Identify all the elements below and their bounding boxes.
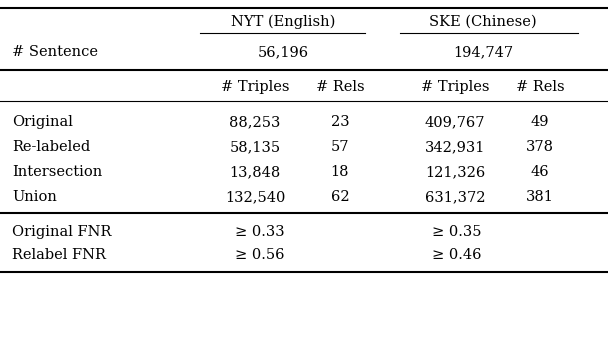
Text: 58,135: 58,135 [229,140,280,154]
Text: 18: 18 [331,165,349,179]
Text: 381: 381 [526,190,554,204]
Text: # Triples: # Triples [421,80,489,94]
Text: ≥ 0.35: ≥ 0.35 [432,225,482,239]
Text: SKE (Chinese): SKE (Chinese) [429,15,537,29]
Text: 62: 62 [331,190,350,204]
Text: ≥ 0.56: ≥ 0.56 [235,248,285,262]
Text: 194,747: 194,747 [453,45,513,59]
Text: 121,326: 121,326 [425,165,485,179]
Text: Original: Original [12,115,73,129]
Text: 49: 49 [531,115,549,129]
Text: 46: 46 [531,165,549,179]
Text: 378: 378 [526,140,554,154]
Text: 13,848: 13,848 [229,165,281,179]
Text: 409,767: 409,767 [425,115,485,129]
Text: 57: 57 [331,140,349,154]
Text: ≥ 0.46: ≥ 0.46 [432,248,482,262]
Text: ≥ 0.33: ≥ 0.33 [235,225,285,239]
Text: Union: Union [12,190,57,204]
Text: # Rels: # Rels [516,80,564,94]
Text: Relabel FNR: Relabel FNR [12,248,106,262]
Text: 23: 23 [331,115,350,129]
Text: Original FNR: Original FNR [12,225,111,239]
Text: 631,372: 631,372 [425,190,485,204]
Text: # Triples: # Triples [221,80,289,94]
Text: 342,931: 342,931 [425,140,485,154]
Text: 132,540: 132,540 [225,190,285,204]
Text: Intersection: Intersection [12,165,102,179]
Text: 88,253: 88,253 [229,115,281,129]
Text: 56,196: 56,196 [257,45,309,59]
Text: Re-labeled: Re-labeled [12,140,90,154]
Text: # Sentence: # Sentence [12,45,98,59]
Text: NYT (English): NYT (English) [231,15,335,29]
Text: # Rels: # Rels [316,80,364,94]
